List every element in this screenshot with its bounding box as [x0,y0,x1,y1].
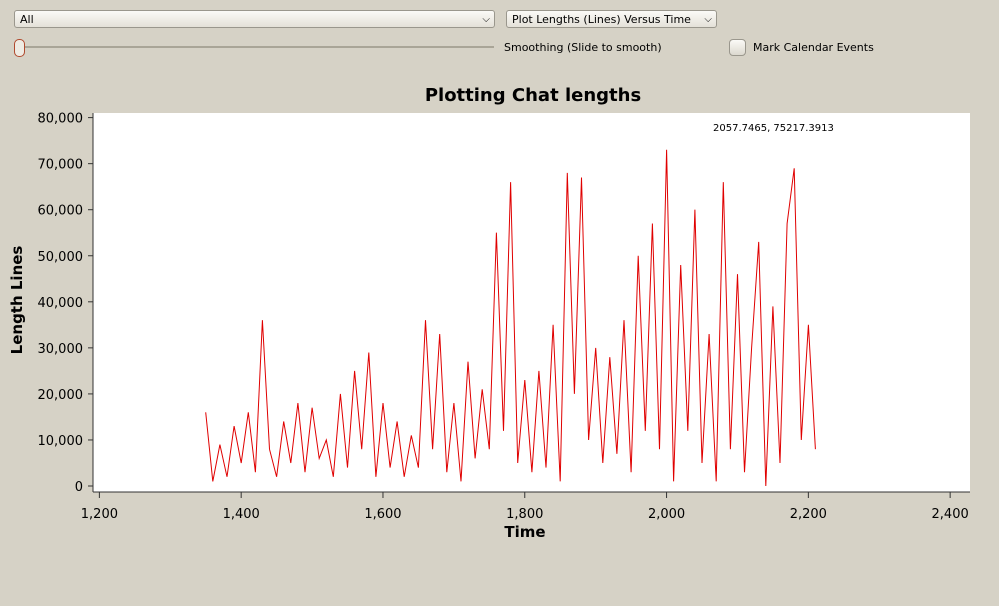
y-tick-label: 60,000 [38,204,84,219]
smoothing-label: Smoothing (Slide to smooth) [504,41,662,54]
mode-dropdown[interactable]: Plot Lengths (Lines) Versus Time ⌵ [506,10,717,28]
calendar-label: Mark Calendar Events [753,41,874,54]
dropdown-text: All [20,13,34,26]
x-tick-label: 2,200 [790,507,827,522]
y-tick-label: 0 [75,480,83,495]
y-tick-label: 50,000 [38,250,84,265]
y-tick-label: 30,000 [38,342,84,357]
y-tick-label: 10,000 [38,434,84,449]
y-tick-label: 40,000 [38,296,84,311]
chart-title: Plotting Chat lengths [425,85,641,106]
chart: Plotting Chat lengths Time Length Lines … [8,85,970,541]
app: {"controls":{"filter":"All","plot_mode":… [8,10,970,541]
x-axis-label: Time [504,523,545,541]
checkbox[interactable] [729,39,746,56]
x-tick-label: 1,600 [364,507,401,522]
x-tick-label: 1,800 [506,507,543,522]
y-tick-label: 80,000 [38,112,84,127]
x-tick-label: 1,400 [223,507,260,522]
plot-area [93,113,970,492]
y-tick-label: 20,000 [38,388,84,403]
y-axis-label: Length Lines [8,246,26,355]
x-tick-label: 1,200 [81,507,118,522]
x-tick-label: 2,000 [648,507,685,522]
data-line [205,149,816,487]
cursor-readout: 2057.7465, 75217.3913 [713,123,834,134]
x-tick-label: 2,400 [932,507,969,522]
dropdown-text: Plot Lengths (Lines) Versus Time [512,13,691,26]
slider-track[interactable] [14,46,494,48]
y-tick-label: 70,000 [38,158,84,173]
slider-thumb[interactable] [14,39,25,57]
filter-dropdown[interactable]: All ⌵ [14,10,495,28]
